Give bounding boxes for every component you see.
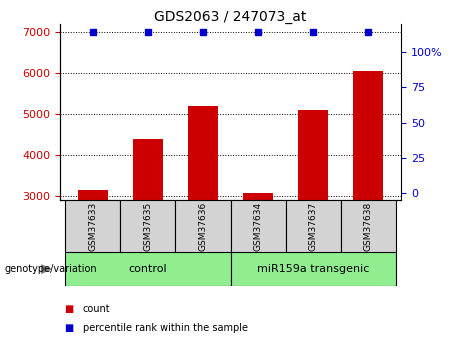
Text: percentile rank within the sample: percentile rank within the sample [83, 323, 248, 333]
FancyBboxPatch shape [176, 200, 230, 252]
Bar [353, 71, 383, 319]
Text: GDS2063 / 247073_at: GDS2063 / 247073_at [154, 10, 307, 24]
FancyBboxPatch shape [230, 200, 285, 252]
FancyBboxPatch shape [65, 200, 120, 252]
FancyBboxPatch shape [341, 200, 396, 252]
Text: miR159a transgenic: miR159a transgenic [257, 264, 369, 274]
Bar [243, 193, 273, 319]
Bar [188, 106, 218, 319]
FancyBboxPatch shape [285, 200, 341, 252]
FancyBboxPatch shape [230, 252, 396, 286]
FancyBboxPatch shape [65, 252, 230, 286]
Text: GSM37638: GSM37638 [364, 201, 372, 250]
Text: ■: ■ [65, 304, 74, 314]
Text: ■: ■ [65, 323, 74, 333]
Text: GSM37633: GSM37633 [89, 201, 97, 250]
Polygon shape [41, 265, 51, 273]
Text: GSM37636: GSM37636 [199, 201, 207, 250]
Bar [298, 110, 328, 319]
Text: genotype/variation: genotype/variation [5, 264, 97, 274]
Text: GSM37634: GSM37634 [254, 201, 262, 250]
Text: control: control [129, 264, 167, 274]
Bar [78, 190, 108, 319]
FancyBboxPatch shape [120, 200, 176, 252]
Text: count: count [83, 304, 111, 314]
Bar [133, 139, 163, 319]
Text: GSM37637: GSM37637 [308, 201, 318, 250]
Text: GSM37635: GSM37635 [143, 201, 153, 250]
